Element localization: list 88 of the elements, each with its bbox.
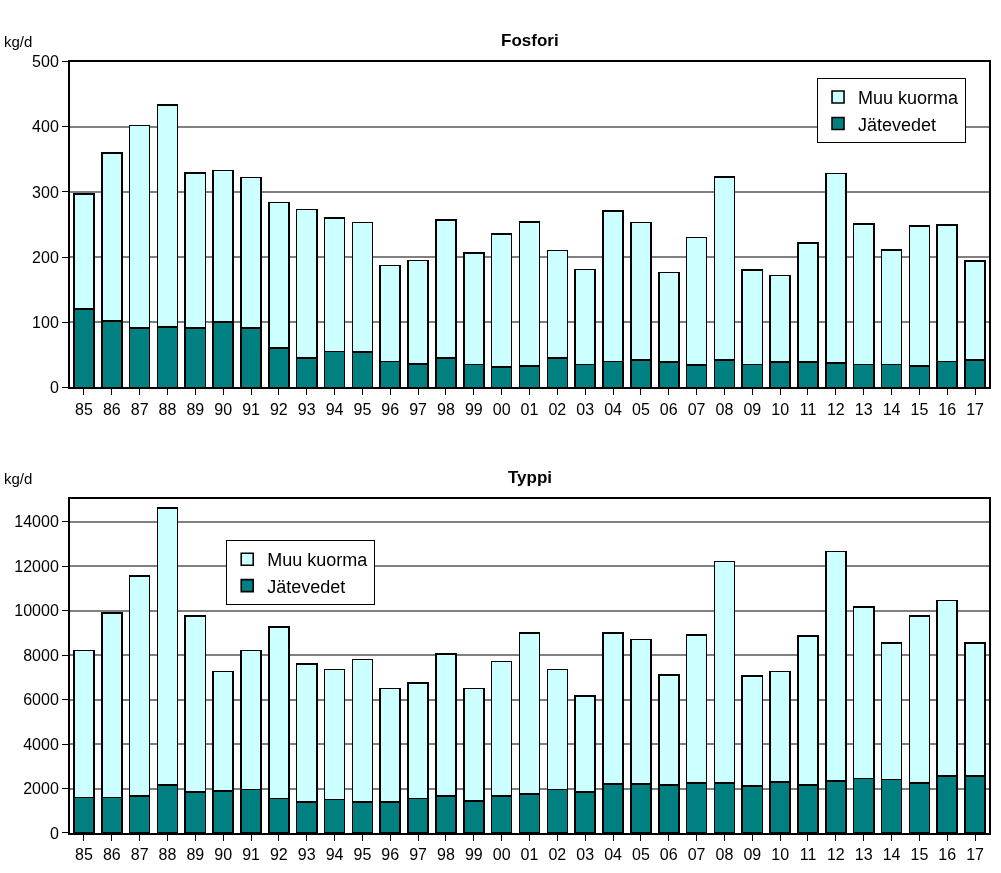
x-tick-label: 10	[771, 846, 790, 864]
x-tick-label: 93	[297, 846, 316, 864]
x-tick-label: 09	[743, 846, 762, 864]
x-tick-label: 02	[548, 400, 567, 418]
x-tick-label: 92	[269, 400, 288, 418]
x-tick-label: 92	[269, 846, 288, 864]
x-tick-label: 06	[659, 400, 678, 418]
x-tick-label: 87	[130, 400, 149, 418]
x-tick-label: 13	[854, 400, 873, 418]
x-tick-label: 86	[102, 400, 121, 418]
x-tick-label: 97	[409, 846, 428, 864]
y-tick-label: 6000	[23, 691, 59, 709]
x-tick-label: 01	[520, 846, 539, 864]
x-tick-label: 08	[715, 846, 734, 864]
y-tick-label: 0	[49, 378, 59, 396]
x-tick-label: 99	[464, 846, 483, 864]
x-tick-label: 90	[214, 846, 233, 864]
y-tick-label: 500	[32, 53, 59, 71]
x-tick-label: 94	[325, 846, 344, 864]
x-tick-label: 15	[910, 846, 929, 864]
x-tick-label: 12	[826, 846, 845, 864]
x-tick-label: 02	[548, 846, 567, 864]
y-tick-label: 8000	[23, 646, 59, 664]
x-tick-label: 10	[771, 400, 790, 418]
x-tick-label: 05	[631, 400, 650, 418]
x-tick-label: 14	[882, 846, 901, 864]
x-tick-label: 95	[353, 400, 372, 418]
x-tick-label: 93	[297, 400, 316, 418]
x-tick-label: 88	[158, 846, 177, 864]
y-tick-label: 10000	[14, 602, 59, 620]
x-tick-label: 85	[75, 400, 93, 418]
x-tick-label: 91	[242, 400, 261, 418]
x-tick-label: 98	[437, 846, 455, 864]
x-tick-label: 06	[659, 846, 678, 864]
legend-label: Muu kuorma	[267, 550, 369, 571]
x-tick-label: 86	[102, 846, 121, 864]
x-tick-label: 05	[631, 846, 650, 864]
x-tick-label: 89	[186, 846, 205, 864]
x-tick-label: 96	[381, 400, 400, 418]
x-tick-label: 15	[910, 400, 929, 418]
y-tick-label: 14000	[14, 513, 59, 531]
x-tick-label: 95	[353, 846, 372, 864]
x-tick-label: 00	[492, 846, 511, 864]
y-tick-label: 2000	[23, 780, 59, 798]
y-tick-label: 400	[32, 118, 59, 136]
x-tick-label: 11	[799, 846, 817, 864]
x-tick-label: 04	[604, 846, 623, 864]
x-tick-label: 04	[604, 400, 623, 418]
y-tick-label: 300	[32, 183, 59, 201]
x-tick-label: 03	[576, 846, 595, 864]
y-tick-label: 0	[49, 824, 59, 842]
x-tick-label: 12	[826, 400, 845, 418]
x-tick-label: 89	[186, 400, 205, 418]
x-tick-label: 97	[409, 400, 428, 418]
legend-label: Jätevedet	[267, 576, 346, 597]
chart-title: Typpi	[508, 468, 553, 487]
x-tick-label: 16	[938, 400, 957, 418]
x-tick-label: 11	[799, 400, 817, 418]
legend-label: Jätevedet	[858, 114, 937, 135]
x-tick-label: 88	[158, 400, 177, 418]
x-tick-label: 94	[325, 400, 344, 418]
x-tick-label: 87	[130, 846, 149, 864]
x-tick-label: 00	[492, 400, 511, 418]
x-tick-label: 98	[437, 400, 455, 418]
x-tick-label: 09	[743, 400, 762, 418]
x-tick-label: 08	[715, 400, 734, 418]
x-tick-label: 91	[242, 846, 261, 864]
x-tick-label: 14	[882, 400, 901, 418]
x-tick-label: 07	[687, 400, 706, 418]
y-axis-title: kg/d	[4, 33, 33, 50]
x-tick-label: 13	[854, 846, 873, 864]
chart-title: Fosfori	[501, 31, 559, 50]
x-tick-label: 99	[464, 400, 483, 418]
y-tick-label: 100	[32, 313, 59, 331]
y-axis-title: kg/d	[4, 470, 33, 487]
x-tick-label: 90	[214, 400, 233, 418]
x-tick-label: 16	[938, 846, 957, 864]
x-tick-label: 17	[966, 400, 985, 418]
y-tick-label: 200	[32, 248, 59, 266]
x-tick-label: 01	[520, 400, 539, 418]
x-tick-label: 07	[687, 846, 706, 864]
legend-label: Muu kuorma	[858, 88, 960, 109]
y-tick-label: 12000	[14, 557, 59, 575]
x-tick-label: 96	[381, 846, 400, 864]
x-tick-label: 85	[75, 846, 93, 864]
y-tick-label: 4000	[23, 735, 59, 753]
x-tick-label: 17	[966, 846, 985, 864]
x-tick-label: 03	[576, 400, 595, 418]
